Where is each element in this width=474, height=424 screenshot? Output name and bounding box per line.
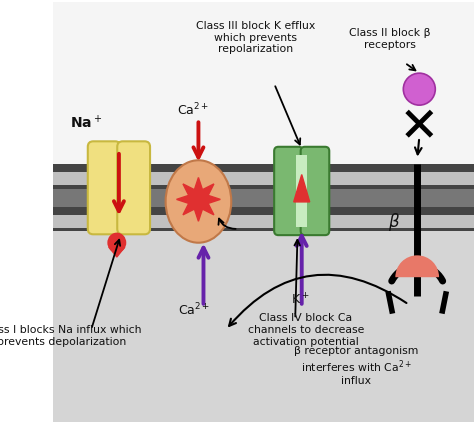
Bar: [53, 204, 474, 231]
Bar: [53, 193, 474, 204]
Text: Ca$^{2+}$: Ca$^{2+}$: [177, 102, 210, 118]
Bar: [53, 189, 474, 206]
FancyBboxPatch shape: [117, 141, 150, 234]
Text: Class III block K efflux
which prevents
repolarization: Class III block K efflux which prevents …: [196, 21, 315, 54]
Bar: [53, 166, 474, 231]
Bar: [53, 2, 474, 179]
Bar: [53, 213, 474, 227]
Text: Class II block β
receptors: Class II block β receptors: [349, 28, 430, 50]
Text: Na$^+$: Na$^+$: [70, 114, 102, 131]
Bar: [53, 2, 474, 165]
Ellipse shape: [0, 111, 474, 424]
FancyArrowPatch shape: [229, 275, 407, 326]
Bar: [53, 174, 474, 187]
Wedge shape: [395, 255, 439, 277]
FancyBboxPatch shape: [301, 147, 329, 235]
Bar: [53, 215, 474, 228]
Bar: [53, 231, 474, 422]
Polygon shape: [109, 247, 125, 257]
Text: Class I blocks Na influx which
prevents depolarization: Class I blocks Na influx which prevents …: [0, 325, 142, 346]
Polygon shape: [294, 175, 310, 202]
Bar: [53, 206, 474, 231]
FancyBboxPatch shape: [88, 141, 120, 234]
Ellipse shape: [165, 160, 231, 243]
Bar: [53, 165, 474, 189]
Text: Class IV block Ca
channels to decrease
activation potential: Class IV block Ca channels to decrease a…: [247, 313, 364, 346]
Bar: [53, 2, 474, 166]
FancyBboxPatch shape: [274, 147, 303, 235]
Bar: [296, 155, 307, 227]
Circle shape: [403, 73, 435, 105]
Bar: [53, 172, 474, 185]
Bar: [53, 166, 474, 193]
Polygon shape: [176, 178, 220, 221]
Bar: [53, 166, 474, 231]
Text: β receptor antagonism
interferes with Ca$^{2+}$
influx: β receptor antagonism interferes with Ca…: [294, 346, 419, 387]
Text: Ca$^{2+}$: Ca$^{2+}$: [178, 301, 210, 318]
Ellipse shape: [107, 233, 126, 253]
Text: K$^+$: K$^+$: [291, 292, 310, 307]
Bar: [53, 231, 474, 422]
Text: $\beta$: $\beta$: [388, 211, 400, 233]
